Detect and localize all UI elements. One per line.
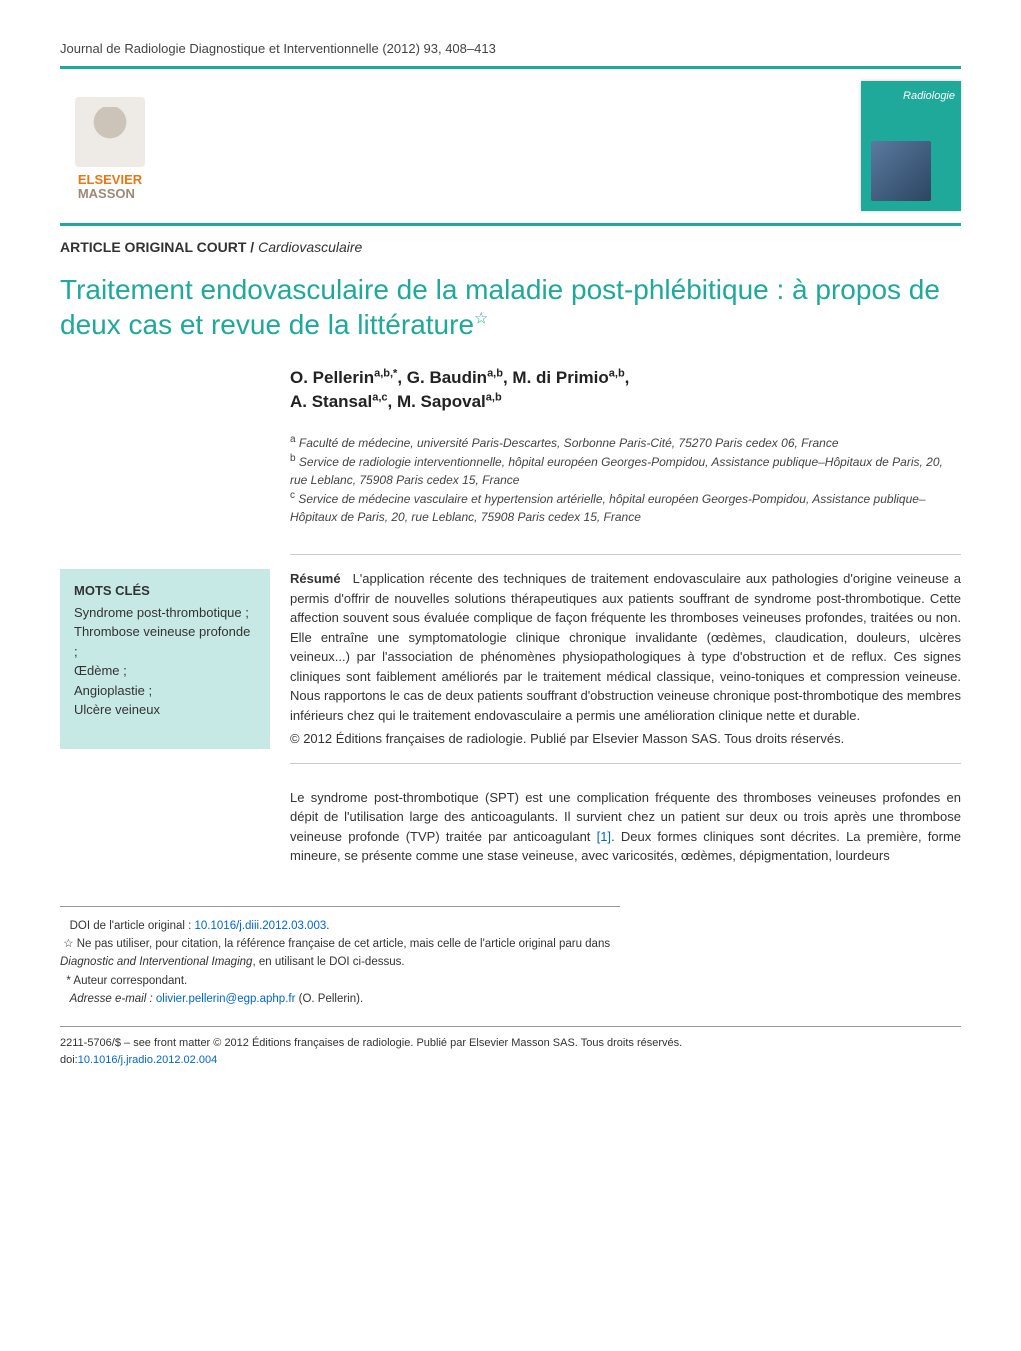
article-type-prefix: ARTICLE ORIGINAL COURT / [60,239,258,255]
intro-paragraph: Le syndrome post-thrombotique (SPT) est … [290,788,961,866]
journal-cover: Radiologie [861,81,961,211]
cover-title: Radiologie [903,89,955,104]
affiliation-a: a Faculté de médecine, université Paris-… [290,433,961,452]
cover-image-icon [871,141,931,201]
keyword-item: Thrombose veineuse profonde ; [74,622,256,661]
article-type: ARTICLE ORIGINAL COURT / Cardiovasculair… [60,238,961,258]
author-2: G. Baudin [407,368,487,387]
copyright-block: 2211-5706/$ – see front matter © 2012 Éd… [60,1035,961,1068]
abstract-copyright: © 2012 Éditions françaises de radiologie… [290,729,961,749]
mid-divider [60,223,961,226]
author-4-affil: a,c [372,392,387,404]
publisher-line2: MASSON [78,186,135,201]
keywords-box: MOTS CLÉS Syndrome post-thrombotique ; T… [60,569,270,749]
abstract-label: Résumé [290,571,341,586]
publisher-name: ELSEVIER MASSON [78,173,142,202]
article-title: Traitement endovasculaire de la maladie … [60,272,961,342]
keyword-item: Œdème ; [74,661,256,681]
publisher-logo: ELSEVIER MASSON [60,81,160,201]
citation-link[interactable]: [1] [597,829,611,844]
elsevier-tree-icon [75,97,145,167]
title-text: Traitement endovasculaire de la maladie … [60,274,940,340]
keyword-item: Angioplastie ; [74,681,256,701]
author-3: M. di Primio [512,368,608,387]
abstract-body: L'application récente des techniques de … [290,571,961,723]
abstract-bottom-divider [290,763,961,764]
footnote-doi: DOI de l'article original : 10.1016/j.di… [60,917,620,935]
original-doi-link[interactable]: 10.1016/j.diii.2012.03.003 [195,920,327,932]
publisher-line1: ELSEVIER [78,172,142,187]
author-4: A. Stansal [290,392,372,411]
affiliation-c: c Service de médecine vasculaire et hype… [290,489,961,526]
authors-block: O. Pellerina,b,*, G. Baudina,b, M. di Pr… [290,366,961,415]
footnotes: DOI de l'article original : 10.1016/j.di… [60,906,620,1009]
author-3-affil: a,b [609,367,625,379]
journal-reference: Journal de Radiologie Diagnostique et In… [60,40,961,58]
keyword-item: Ulcère veineux [74,700,256,720]
header-row: ELSEVIER MASSON Radiologie [60,81,961,211]
abstract-row: MOTS CLÉS Syndrome post-thrombotique ; T… [60,569,961,749]
abstract: RésuméL'application récente des techniqu… [290,569,961,749]
footnote-corresponding: * Auteur correspondant. [60,972,620,990]
affiliation-b: b Service de radiologie interventionnell… [290,452,961,489]
doi-line: doi:10.1016/j.jradio.2012.02.004 [60,1052,961,1069]
abstract-top-divider [290,554,961,555]
keyword-item: Syndrome post-thrombotique ; [74,603,256,623]
email-link[interactable]: olivier.pellerin@egp.aphp.fr [156,993,296,1005]
footnote-star: ☆ Ne pas utiliser, pour citation, la réf… [60,935,620,972]
title-footnote-star: ☆ [474,310,488,327]
article-category: Cardiovasculaire [258,239,362,255]
author-5-affil: a,b [486,392,502,404]
author-2-affil: a,b [487,367,503,379]
authors-list: O. Pellerina,b,*, G. Baudina,b, M. di Pr… [290,366,961,415]
keywords-heading: MOTS CLÉS [74,581,256,601]
author-5: M. Sapoval [397,392,486,411]
top-divider [60,66,961,69]
bottom-divider [60,1026,961,1027]
author-1-affil: a,b,* [374,367,397,379]
author-1: O. Pellerin [290,368,374,387]
copyright-text: 2211-5706/$ – see front matter © 2012 Éd… [60,1035,961,1052]
article-doi-link[interactable]: 10.1016/j.jradio.2012.02.004 [78,1054,217,1066]
affiliations: a Faculté de médecine, université Paris-… [290,433,961,526]
footnote-email: Adresse e-mail : olivier.pellerin@egp.ap… [60,990,620,1008]
